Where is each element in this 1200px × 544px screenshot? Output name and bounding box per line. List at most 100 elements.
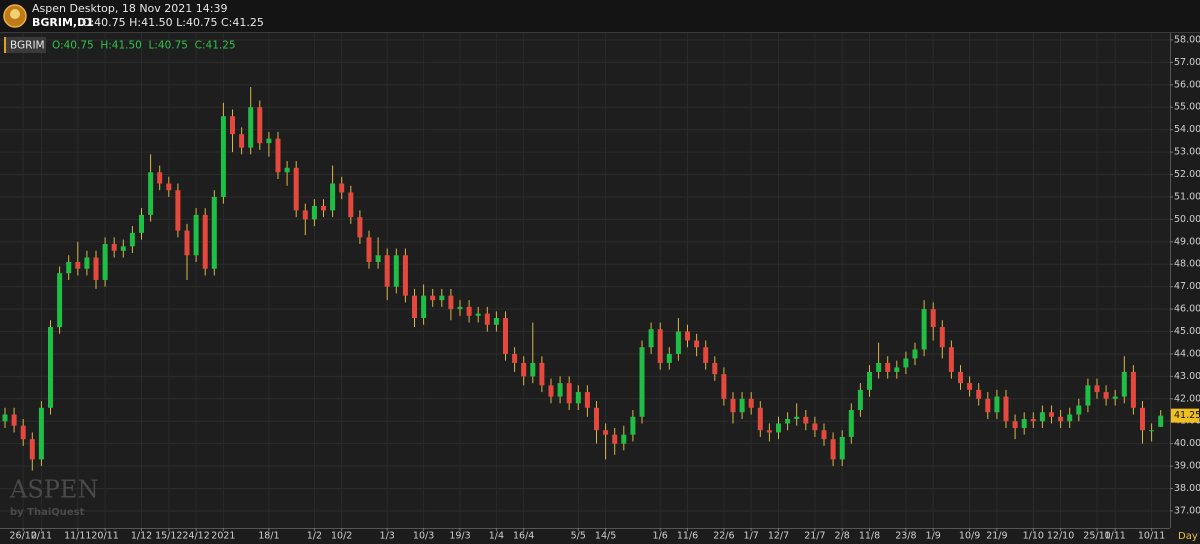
- candle-body: [557, 383, 563, 397]
- candle-body: [193, 214, 199, 256]
- x-tick-label: 1/11: [1105, 531, 1126, 542]
- chart-ohlc: O:40.75 H:41.50 L:40.75 C:41.25: [52, 40, 236, 52]
- candle-body: [1130, 371, 1136, 408]
- candle-body: [366, 237, 372, 262]
- candle-body: [1021, 418, 1027, 428]
- candle-body: [821, 430, 827, 440]
- y-tick-label: 44.00: [1174, 348, 1200, 359]
- candle-body: [148, 172, 154, 215]
- candle-body: [548, 385, 554, 397]
- candle-body: [475, 313, 481, 316]
- candle-body: [11, 414, 17, 426]
- candle-body: [575, 392, 581, 404]
- symbol-box: [4, 37, 46, 53]
- x-tick-label: 21/7: [804, 531, 825, 542]
- candle-body: [402, 255, 408, 296]
- price-tag-label: 41.25: [1174, 410, 1200, 421]
- x-tick-label: 20/11: [91, 531, 118, 542]
- candle-body: [830, 439, 836, 460]
- candle-body: [1058, 416, 1064, 422]
- candle-body: [503, 318, 508, 354]
- candle-body: [530, 362, 536, 377]
- candle-body: [393, 255, 399, 287]
- candle-body: [93, 257, 99, 280]
- x-tick-label: 15/12: [155, 531, 182, 542]
- candle-body: [339, 183, 345, 193]
- x-tick-label: 22/6: [713, 531, 734, 542]
- candle-body: [311, 205, 317, 220]
- candle-body: [120, 246, 126, 251]
- candle-body: [675, 331, 681, 354]
- candle-body: [657, 329, 663, 363]
- y-tick-label: 53.00: [1174, 147, 1200, 158]
- candle-body: [38, 407, 44, 460]
- candle-body: [202, 214, 208, 269]
- candle-body: [321, 205, 326, 211]
- x-tick-label: 1/6: [653, 531, 668, 542]
- candle-body: [521, 362, 527, 377]
- y-tick-label: 56.00: [1174, 79, 1200, 90]
- candle-body: [685, 331, 690, 341]
- candle-body: [302, 210, 308, 220]
- x-tick-label: 21/9: [986, 531, 1007, 542]
- candle-body: [384, 255, 390, 287]
- x-tick-label: 24/12: [182, 531, 209, 542]
- candle-body: [1003, 396, 1009, 422]
- candle-body: [694, 340, 700, 348]
- candle-body: [903, 358, 909, 368]
- x-tick-label: 19/3: [449, 531, 470, 542]
- candle-body: [848, 410, 854, 437]
- x-tick-label: 10/11: [1138, 531, 1165, 542]
- watermark-byline: by ThaiQuest: [10, 507, 85, 518]
- x-tick-label: 18/1: [258, 531, 279, 542]
- candle-body: [184, 230, 190, 256]
- candle-body: [730, 398, 736, 413]
- x-tick-label: 11/8: [859, 531, 880, 542]
- candle-body: [230, 116, 235, 135]
- candle-body: [757, 407, 763, 431]
- x-tick-label: 11/6: [677, 531, 698, 542]
- x-tick-label: 5/5: [571, 531, 586, 542]
- candle-body: [739, 398, 745, 413]
- candle-body: [948, 347, 954, 372]
- x-tick-label: 10/3: [413, 531, 434, 542]
- y-tick-label: 40.00: [1174, 438, 1200, 449]
- candle-body: [794, 416, 800, 419]
- candle-body: [448, 295, 454, 310]
- x-tick-label: 10/2: [331, 531, 352, 542]
- candle-body: [248, 107, 254, 148]
- candle-body: [29, 439, 35, 460]
- y-tick-label: 43.00: [1174, 371, 1200, 382]
- candle-body: [412, 295, 417, 319]
- chart-symbol: BGRIM: [10, 40, 45, 52]
- candle-body: [348, 192, 354, 218]
- candle-body: [20, 425, 26, 440]
- y-tick-label: 39.00: [1174, 461, 1200, 472]
- candle-body: [785, 418, 791, 424]
- candle-body: [57, 273, 63, 328]
- candle-body: [1158, 415, 1164, 427]
- x-unit: Day: [1178, 531, 1198, 542]
- candle-body: [912, 349, 918, 359]
- x-tick-label: 1/2: [307, 531, 322, 542]
- x-tick-label: 16/4: [513, 531, 534, 542]
- x-tick-label: 12/10: [1047, 531, 1074, 542]
- x-tick-label: 12/7: [768, 531, 789, 542]
- header-bar: [0, 0, 1200, 32]
- candle-body: [166, 183, 172, 191]
- candle-body: [75, 261, 81, 269]
- candle-body: [493, 318, 499, 325]
- candles: [2, 87, 1164, 471]
- candle-body: [1030, 418, 1036, 422]
- y-tick-label: 51.00: [1174, 191, 1200, 202]
- candle-body: [1140, 407, 1145, 431]
- y-tick-label: 38.00: [1174, 483, 1200, 494]
- candle-body: [1039, 412, 1045, 422]
- candle-body: [512, 353, 518, 363]
- candle-body: [803, 416, 809, 424]
- y-tick-label: 55.00: [1174, 102, 1200, 113]
- candle-body: [421, 295, 427, 319]
- candle-body: [466, 306, 472, 316]
